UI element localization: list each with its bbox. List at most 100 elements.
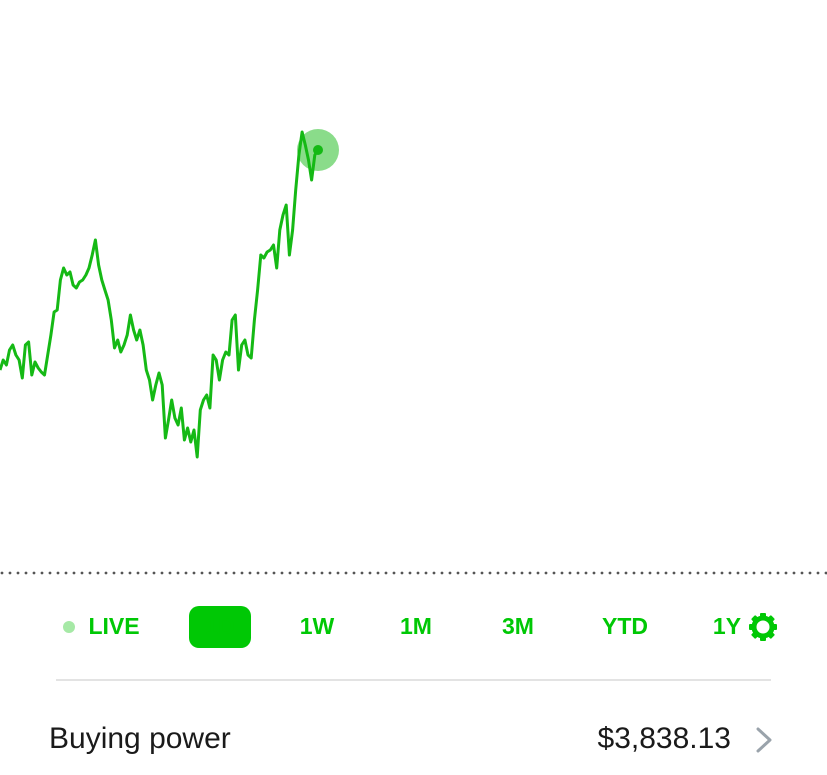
- dot: [432, 571, 436, 575]
- dot: [136, 571, 140, 575]
- range-button[interactable]: 1W: [300, 613, 335, 639]
- dot: [592, 571, 596, 575]
- dot: [192, 571, 196, 575]
- dot: [808, 571, 812, 575]
- buying-power-label[interactable]: Buying power: [49, 722, 231, 755]
- dot: [72, 571, 76, 575]
- dot: [40, 571, 44, 575]
- dot: [568, 571, 572, 575]
- price-line: [0, 130, 320, 459]
- dot: [800, 571, 804, 575]
- dot: [288, 571, 292, 575]
- dot: [144, 571, 148, 575]
- dot: [160, 571, 164, 575]
- dot: [728, 571, 732, 575]
- dot: [648, 571, 652, 575]
- dot: [640, 571, 644, 575]
- dot: [264, 571, 268, 575]
- dot: [616, 571, 620, 575]
- dot: [472, 571, 476, 575]
- dot: [408, 571, 412, 575]
- dot: [752, 571, 756, 575]
- dot: [680, 571, 684, 575]
- dot: [704, 571, 708, 575]
- dot: [112, 571, 116, 575]
- reference-line: [0, 571, 827, 575]
- dot: [184, 571, 188, 575]
- dot: [200, 571, 204, 575]
- range-button[interactable]: YTD: [602, 613, 648, 639]
- range-button[interactable]: 1Y: [713, 613, 741, 639]
- dot: [744, 571, 748, 575]
- dot: [576, 571, 580, 575]
- dot: [792, 571, 796, 575]
- dot: [392, 571, 396, 575]
- dot: [456, 571, 460, 575]
- dot: [80, 571, 84, 575]
- dot: [224, 571, 228, 575]
- dot: [416, 571, 420, 575]
- current-point: [313, 145, 323, 155]
- range-button[interactable]: 1D: [205, 613, 234, 639]
- buying-power-value[interactable]: $3,838.13: [598, 722, 731, 755]
- dot: [760, 571, 764, 575]
- range-button[interactable]: 3M: [502, 613, 534, 639]
- dot: [376, 571, 380, 575]
- dot: [544, 571, 548, 575]
- dot: [304, 571, 308, 575]
- dot: [368, 571, 372, 575]
- dot: [0, 571, 4, 575]
- dot: [528, 571, 532, 575]
- dot: [440, 571, 444, 575]
- dot: [656, 571, 660, 575]
- dot: [624, 571, 628, 575]
- dot: [696, 571, 700, 575]
- dot: [176, 571, 180, 575]
- dot: [672, 571, 676, 575]
- dot: [320, 571, 324, 575]
- dot: [480, 571, 484, 575]
- dot: [608, 571, 612, 575]
- dot: [360, 571, 364, 575]
- range-pill: [189, 606, 251, 648]
- dot: [504, 571, 508, 575]
- dot: [352, 571, 356, 575]
- dot: [336, 571, 340, 575]
- dot: [24, 571, 28, 575]
- dot: [736, 571, 740, 575]
- dot: [216, 571, 220, 575]
- dot: [824, 571, 827, 575]
- dot: [48, 571, 52, 575]
- dot: [8, 571, 12, 575]
- dot: [552, 571, 556, 575]
- dot: [688, 571, 692, 575]
- dot: [56, 571, 60, 575]
- chevron[interactable]: [756, 727, 772, 753]
- dot: [248, 571, 252, 575]
- dot: [32, 571, 36, 575]
- dot: [600, 571, 604, 575]
- dot: [384, 571, 388, 575]
- dot: [464, 571, 468, 575]
- dot: [720, 571, 724, 575]
- dot: [632, 571, 636, 575]
- range-button[interactable]: LIVE: [88, 613, 139, 639]
- dot: [88, 571, 92, 575]
- dot: [240, 571, 244, 575]
- range-button[interactable]: 1M: [400, 613, 432, 639]
- dot: [448, 571, 452, 575]
- dot: [280, 571, 284, 575]
- dot: [64, 571, 68, 575]
- dot: [520, 571, 524, 575]
- dot: [536, 571, 540, 575]
- dot: [104, 571, 108, 575]
- settings-gear[interactable]: [749, 613, 777, 641]
- dot: [512, 571, 516, 575]
- live-dot: [63, 621, 75, 633]
- dot: [712, 571, 716, 575]
- dot: [168, 571, 172, 575]
- dot: [232, 571, 236, 575]
- gear-ring: [751, 615, 775, 639]
- dot: [16, 571, 20, 575]
